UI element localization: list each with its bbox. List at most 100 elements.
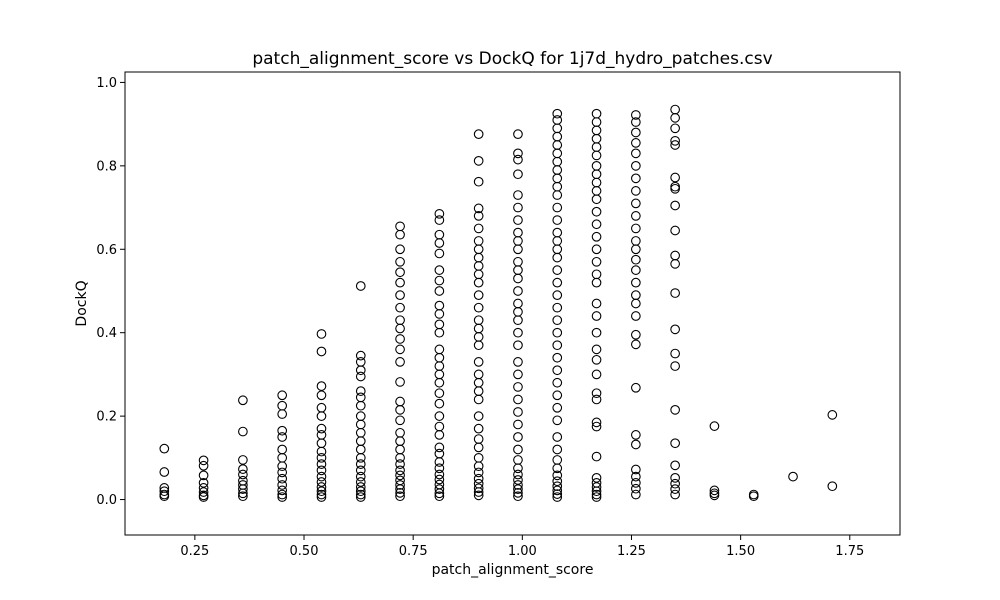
data-point [434, 398, 445, 409]
data-point [238, 491, 248, 502]
data-point [355, 486, 366, 497]
data-point [552, 108, 563, 119]
data-point [434, 388, 445, 399]
data-point [473, 423, 484, 434]
data-point [591, 219, 602, 230]
y-tick-label: 0.8 [96, 159, 117, 174]
data-point [434, 411, 445, 421]
data-point [473, 487, 484, 497]
data-point [434, 361, 445, 371]
data-point [277, 485, 288, 496]
data-point [552, 156, 563, 167]
data-point [473, 452, 484, 463]
data-point [552, 202, 563, 213]
data-point [473, 156, 484, 166]
data-point [316, 477, 327, 487]
data-point [238, 484, 248, 494]
data-point [395, 290, 405, 301]
data-point [552, 190, 563, 200]
data-point [827, 410, 838, 420]
data-point [552, 181, 563, 192]
data-point [552, 340, 563, 351]
data-point [473, 467, 484, 478]
data-point [395, 357, 405, 367]
data-point [630, 127, 641, 138]
data-point [355, 459, 366, 469]
data-point [316, 329, 327, 339]
data-point [630, 483, 641, 494]
data-point [434, 488, 445, 499]
data-point [395, 491, 405, 502]
data-point [552, 252, 563, 263]
data-point [670, 489, 680, 500]
data-point [395, 415, 405, 426]
data-point [434, 300, 445, 311]
data-point [591, 344, 602, 355]
data-point [198, 478, 209, 488]
data-point [513, 444, 523, 455]
data-point [395, 470, 405, 481]
data-point [591, 161, 602, 171]
data-point [513, 475, 523, 485]
plot-area-frame [124, 71, 901, 536]
data-point [591, 421, 602, 432]
data-point [355, 386, 366, 396]
data-point [513, 202, 523, 213]
data-point [552, 115, 563, 125]
data-point [473, 269, 484, 280]
x-tick-label: 1.00 [508, 544, 537, 559]
data-point [709, 490, 720, 501]
data-point [591, 482, 602, 492]
data-point [670, 113, 680, 123]
data-point [670, 460, 680, 471]
data-point [473, 323, 484, 334]
data-point [670, 478, 680, 489]
data-point [395, 323, 405, 334]
data-point [473, 411, 484, 421]
data-point [552, 236, 563, 246]
data-point [198, 483, 209, 493]
data-point [630, 117, 641, 127]
data-point [395, 427, 405, 438]
data-point [670, 348, 680, 359]
data-point [513, 315, 523, 326]
data-point [473, 332, 484, 342]
data-point [316, 465, 327, 476]
data-point [630, 311, 641, 321]
data-point [434, 377, 445, 388]
data-point [552, 390, 563, 401]
data-point [552, 265, 563, 275]
data-point [473, 203, 484, 214]
data-point [591, 486, 602, 497]
data-point [513, 382, 523, 392]
data-point [552, 489, 563, 499]
data-point [630, 186, 641, 196]
data-point [552, 481, 563, 492]
data-point [552, 470, 563, 481]
data-point [670, 438, 680, 449]
data-point [277, 467, 288, 478]
data-point [513, 154, 523, 165]
data-point [670, 172, 680, 183]
data-point [355, 411, 366, 421]
data-point [630, 138, 641, 148]
data-point [670, 361, 680, 371]
data-point [434, 352, 445, 363]
data-point [316, 446, 327, 457]
x-tick-label: 0.25 [180, 544, 209, 559]
data-point [630, 110, 641, 120]
data-point [513, 169, 523, 180]
data-point [395, 396, 405, 407]
data-point [591, 206, 602, 217]
data-point [434, 369, 445, 380]
data-point [670, 473, 680, 483]
data-point [355, 419, 366, 430]
data-point [473, 223, 484, 234]
data-point [630, 471, 641, 482]
data-point [395, 302, 405, 313]
data-point [709, 421, 720, 431]
y-tick-label: 0.2 [96, 410, 117, 425]
data-point [316, 402, 327, 413]
data-point [630, 339, 641, 350]
data-point [473, 315, 484, 326]
